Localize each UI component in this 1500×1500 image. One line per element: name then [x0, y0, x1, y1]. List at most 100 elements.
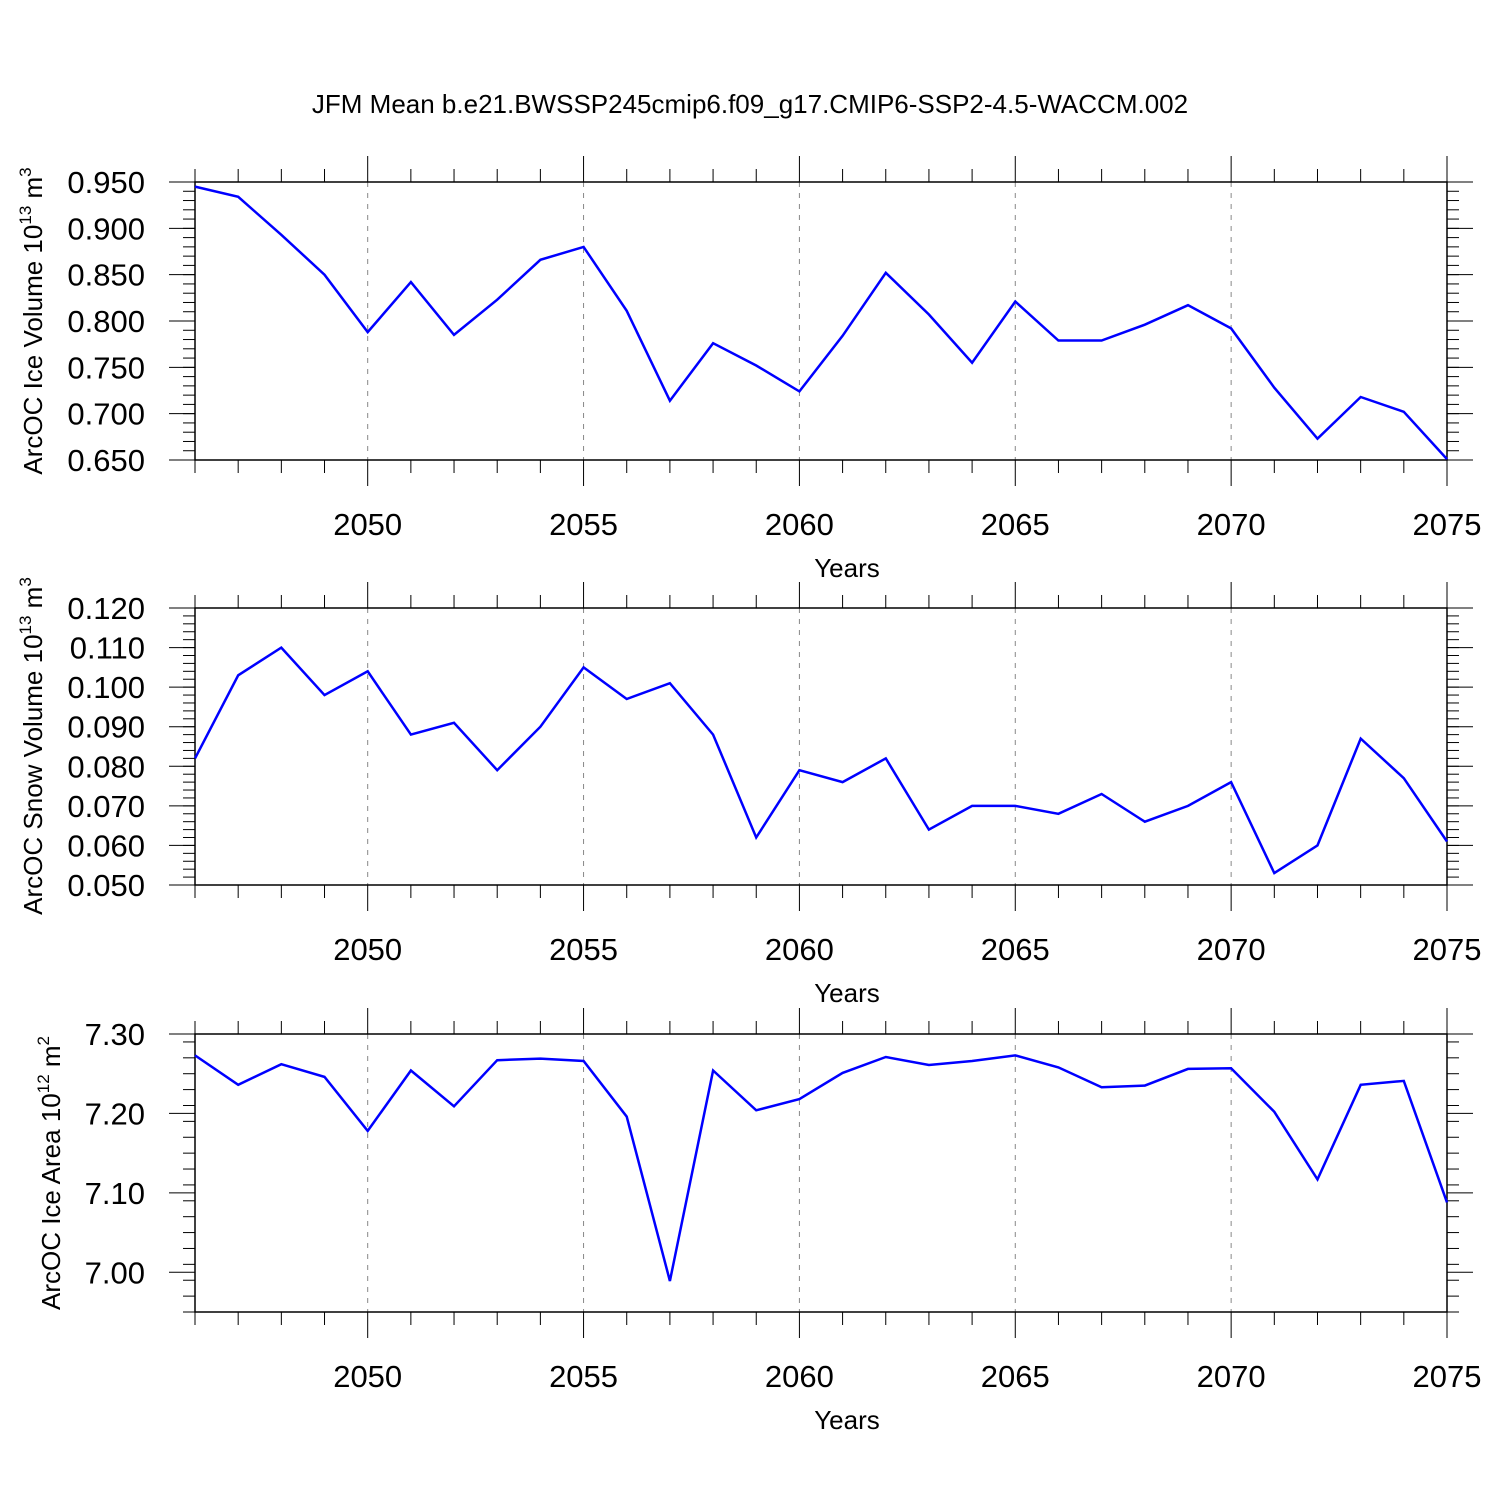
- data-point: [841, 1071, 845, 1075]
- x-tick-label: 2075: [1413, 507, 1482, 542]
- data-point: [452, 1104, 456, 1108]
- data-point: [366, 330, 370, 334]
- y-axis-label-text: m: [18, 587, 48, 616]
- y-axis-label-text: m: [18, 177, 48, 206]
- data-point: [970, 1059, 974, 1063]
- data-point: [797, 1097, 801, 1101]
- data-point: [797, 768, 801, 772]
- data-point: [193, 1053, 197, 1057]
- data-point: [668, 681, 672, 685]
- series-line: [194, 185, 1448, 460]
- data-point: [495, 768, 499, 772]
- chart-title: JFM Mean b.e21.BWSSP245cmip6.f09_g17.CMI…: [312, 89, 1188, 119]
- plot-frame: [194, 181, 1448, 461]
- data-point: [1402, 776, 1406, 780]
- y-axis-label-superscript: 3: [16, 577, 35, 586]
- x-tick-label: 2060: [765, 932, 834, 967]
- y-tick-label: 0.120: [67, 591, 145, 626]
- data-point: [1272, 386, 1276, 390]
- data-point: [1186, 804, 1190, 808]
- data-point: [841, 780, 845, 784]
- data-point: [279, 646, 283, 650]
- data-point: [1359, 395, 1363, 399]
- data-point: [1445, 457, 1449, 461]
- y-axis-label: ArcOC Snow Volume 1013 m3: [16, 577, 48, 915]
- data-point: [668, 1279, 672, 1283]
- data-point: [495, 1058, 499, 1062]
- data-point: [754, 363, 758, 367]
- data-point: [625, 1115, 629, 1119]
- data-point: [409, 1069, 413, 1073]
- data-point: [711, 733, 715, 737]
- data-point: [1272, 1110, 1276, 1114]
- data-point: [409, 733, 413, 737]
- data-point: [1229, 780, 1233, 784]
- data-point: [754, 836, 758, 840]
- y-tick-label: 0.080: [67, 749, 145, 784]
- data-point: [193, 185, 197, 189]
- data-point: [1445, 839, 1449, 843]
- data-point: [797, 389, 801, 393]
- x-tick-label: 2055: [549, 1359, 618, 1394]
- data-point: [1315, 1177, 1319, 1181]
- data-point: [1272, 871, 1276, 875]
- data-point: [884, 271, 888, 275]
- data-point: [323, 1075, 327, 1079]
- y-axis-label: ArcOC Ice Volume 1013 m3: [16, 167, 48, 474]
- y-tick-label: 0.650: [67, 443, 145, 478]
- data-point: [1143, 1084, 1147, 1088]
- data-point: [279, 1062, 283, 1066]
- y-axis-label-text: ArcOC Ice Area 10: [36, 1093, 66, 1310]
- y-tick-label: 0.060: [67, 828, 145, 863]
- x-tick-label: 2065: [981, 1359, 1050, 1394]
- data-point: [236, 673, 240, 677]
- data-point: [1315, 437, 1319, 441]
- data-point: [582, 665, 586, 669]
- data-point: [366, 1129, 370, 1133]
- y-axis-label-text: ArcOC Snow Volume 10: [18, 634, 48, 914]
- data-point: [625, 697, 629, 701]
- data-point: [1100, 792, 1104, 796]
- plot-frame: [194, 1033, 1448, 1313]
- y-tick-label: 0.800: [67, 304, 145, 339]
- y-axis-label: ArcOC Ice Area 1012 m2: [34, 1036, 66, 1310]
- data-point: [841, 334, 845, 338]
- x-tick-label: 2060: [765, 1359, 834, 1394]
- panel-1: 0.650 0.700 0.750 0.800 0.850 0.900 0.950 2050 2…: [16, 156, 1481, 583]
- x-tick-label: 2070: [1197, 932, 1266, 967]
- data-point: [1359, 737, 1363, 741]
- data-point: [1056, 812, 1060, 816]
- x-tick-label: 2055: [549, 932, 618, 967]
- y-tick-label: 0.090: [67, 710, 145, 745]
- x-axis-label: Years: [814, 978, 880, 1008]
- x-axis-label: Years: [814, 1405, 880, 1435]
- data-point: [1402, 410, 1406, 414]
- y-tick-label: 0.700: [67, 397, 145, 432]
- data-point: [1186, 1067, 1190, 1071]
- y-tick-label: 0.750: [67, 350, 145, 385]
- x-tick-label: 2050: [333, 507, 402, 542]
- data-point: [279, 233, 283, 237]
- data-point: [236, 1083, 240, 1087]
- data-point: [1143, 323, 1147, 327]
- data-point: [625, 309, 629, 313]
- x-tick-label: 2065: [981, 932, 1050, 967]
- y-tick-label: 0.110: [70, 631, 145, 666]
- panel-2: 0.050 0.060 0.070 0.080 0.090 0.100 0.110 0.120…: [16, 577, 1481, 1008]
- data-point: [1056, 338, 1060, 342]
- y-tick-label: 7.10: [85, 1176, 145, 1211]
- y-tick-label: 0.900: [67, 211, 145, 246]
- series-line: [193, 645, 1449, 875]
- y-axis-label-text: m: [36, 1045, 66, 1074]
- data-point: [323, 693, 327, 697]
- x-tick-label: 2070: [1197, 507, 1266, 542]
- data-point: [668, 399, 672, 403]
- data-point: [1359, 1083, 1363, 1087]
- y-axis-label-superscript: 2: [34, 1036, 53, 1045]
- data-point: [323, 273, 327, 277]
- data-point: [193, 756, 197, 760]
- data-point: [927, 828, 931, 832]
- data-point: [582, 245, 586, 249]
- y-tick-label: 7.20: [85, 1096, 145, 1131]
